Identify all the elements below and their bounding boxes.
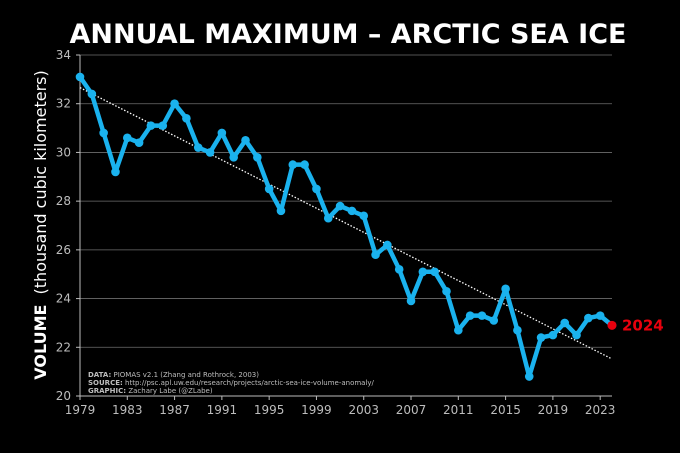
credits: DATA: PIOMAS v2.1 (Zhang and Rothrock, 2… [88, 371, 375, 395]
x-tick-label: 1987 [159, 403, 190, 417]
axes [76, 54, 612, 400]
data-point [442, 286, 451, 296]
data-point [87, 89, 97, 99]
data-point [524, 372, 534, 381]
highlight-label: 2024 [622, 316, 664, 334]
data-point [312, 184, 321, 194]
data-point [229, 153, 238, 162]
credit-data-key: DATA: [88, 371, 111, 379]
data-point [572, 330, 581, 340]
data-point [513, 325, 522, 335]
data-point [584, 313, 593, 323]
highlight-point [607, 320, 617, 330]
x-tick-label: 1979 [65, 403, 96, 417]
y-tick-label: 26 [56, 243, 71, 257]
credit-graphic: GRAPHIC: Zachary Labe (@ZLabe) [88, 387, 213, 395]
series-line [77, 74, 615, 379]
credit-graphic-value: Zachary Labe (@ZLabe) [126, 387, 213, 395]
data-point [335, 201, 345, 211]
data-point [276, 206, 286, 216]
y-tick-label: 32 [56, 97, 71, 111]
data-point [134, 138, 144, 147]
data-point [359, 211, 369, 221]
y-tick-label: 22 [56, 340, 71, 354]
x-tick-label: 2015 [490, 403, 521, 417]
x-tick-label: 2007 [396, 403, 427, 417]
data-point [99, 128, 108, 138]
data-point [430, 267, 439, 277]
data-point [241, 135, 250, 145]
volume-series [75, 72, 617, 381]
y-tick-labels: 20 22 24 26 28 30 32 34 [56, 48, 71, 403]
data-point [323, 213, 333, 223]
data-point [264, 184, 274, 194]
data-point [193, 143, 203, 152]
data-point [158, 121, 168, 130]
y-tick-label: 30 [56, 145, 71, 159]
data-point [75, 72, 85, 82]
data-point [501, 284, 510, 294]
data-point [383, 240, 392, 250]
data-point [477, 311, 487, 320]
data-point [205, 148, 215, 157]
data-point [300, 160, 309, 169]
credit-source-value: http://psc.apl.uw.edu/research/projects/… [123, 379, 375, 387]
x-tick-label: 2023 [585, 403, 616, 417]
data-point [536, 333, 546, 342]
data-point [253, 153, 262, 162]
x-tick-labels: 1979 1983 1987 1991 1995 1999 2003 2007 2011 2015… [65, 403, 616, 417]
gridlines [80, 54, 612, 348]
trend-line [79, 87, 613, 360]
data-point [418, 267, 428, 277]
y-axis-label: VOLUME (thousand cubic kilometers) [31, 70, 50, 379]
y-tick-label: 20 [56, 389, 71, 403]
credit-data: DATA: PIOMAS v2.1 (Zhang and Rothrock, 2… [88, 371, 259, 379]
x-tick-label: 1995 [254, 403, 285, 417]
data-point [560, 318, 570, 328]
x-tick-label: 1999 [301, 403, 332, 417]
credit-data-value: PIOMAS v2.1 (Zhang and Rothrock, 2003) [111, 371, 259, 379]
x-tick-label: 1983 [112, 403, 143, 417]
data-point [548, 330, 558, 340]
data-point [394, 265, 404, 274]
x-tick-label: 2011 [443, 403, 474, 417]
data-point [111, 167, 120, 177]
data-point [217, 128, 227, 138]
data-point [595, 311, 605, 320]
data-point [465, 311, 475, 320]
data-point [170, 99, 179, 109]
y-tick-label: 34 [56, 48, 71, 62]
data-point [454, 325, 463, 335]
y-axis-label-units: (thousand cubic kilometers) [31, 70, 50, 294]
x-tick-label: 1991 [207, 403, 238, 417]
data-point [489, 316, 499, 325]
credit-source-key: SOURCE: [88, 379, 123, 387]
credit-graphic-key: GRAPHIC: [88, 387, 126, 395]
data-point [182, 114, 191, 123]
highlight-2024: 2024 [607, 316, 664, 334]
chart-title: ANNUAL MAXIMUM – ARCTIC SEA ICE [70, 19, 627, 50]
x-tick-label: 2003 [348, 403, 379, 417]
credit-source: SOURCE: http://psc.apl.uw.edu/research/p… [88, 379, 375, 387]
y-tick-label: 28 [56, 194, 71, 208]
y-axis-label-bold: VOLUME [31, 305, 50, 380]
data-point [347, 206, 357, 216]
y-tick-label: 24 [56, 292, 71, 306]
data-point [146, 121, 156, 130]
x-tick-label: 2019 [538, 403, 569, 417]
data-point [288, 160, 298, 169]
data-point [371, 250, 380, 260]
data-point [122, 133, 132, 143]
trend-line-path [79, 87, 613, 360]
data-point [406, 296, 416, 306]
